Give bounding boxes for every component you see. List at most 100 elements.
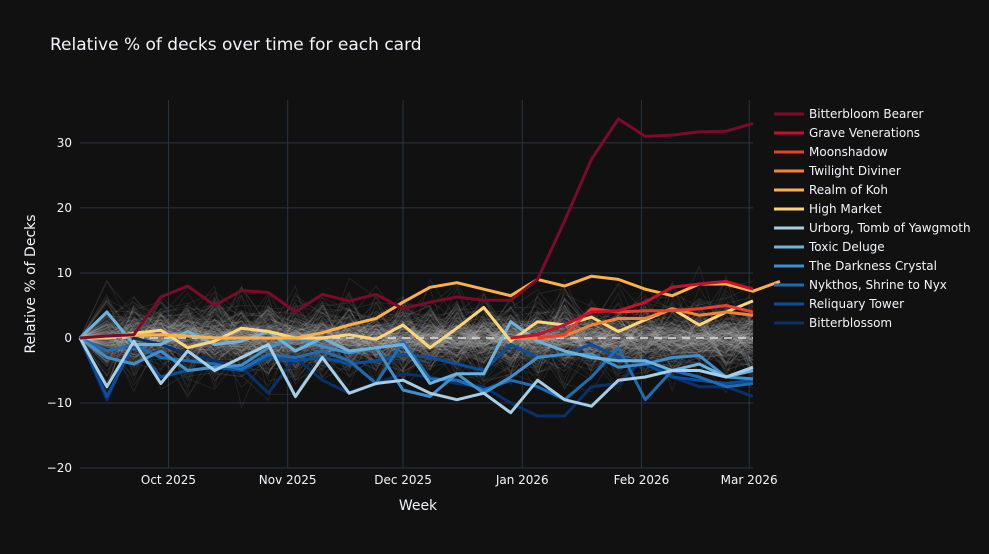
- background-card-line: [79, 305, 754, 373]
- background-card-line: [79, 315, 754, 363]
- legend-item[interactable]: Toxic Deluge: [774, 240, 885, 254]
- background-card-line: [79, 330, 754, 350]
- y-tick-label: −20: [47, 461, 72, 475]
- y-tick-label: 10: [57, 266, 72, 280]
- legend-label: Moonshadow: [809, 145, 888, 159]
- background-card-line: [79, 297, 754, 394]
- background-card-line: [79, 292, 754, 390]
- background-card-line: [79, 287, 754, 378]
- background-card-line: [79, 332, 754, 349]
- background-card-line: [79, 324, 754, 349]
- legend: Bitterbloom Bearer Grave Venerations Moons…: [774, 107, 971, 330]
- legend-item[interactable]: Bitterbloom Bearer: [774, 107, 923, 121]
- background-card-line: [79, 314, 754, 353]
- background-card-line: [79, 265, 754, 410]
- legend-label: Bitterbloom Bearer: [809, 107, 923, 121]
- y-tick-label: −10: [47, 396, 72, 410]
- x-axis-ticks: Oct 2025 Nov 2025 Dec 2025 Jan 2026 Feb 2026…: [141, 473, 778, 487]
- background-card-line: [79, 320, 754, 374]
- legend-item[interactable]: Twilight Diviner: [774, 164, 901, 178]
- background-card-line: [79, 308, 754, 357]
- series-line-moonshadow: [537, 304, 754, 340]
- grid-lines: [80, 100, 753, 469]
- background-card-line: [79, 298, 754, 372]
- legend-label: Grave Venerations: [809, 126, 920, 140]
- legend-label: Realm of Koh: [809, 183, 888, 197]
- series-lines: [78, 117, 781, 418]
- background-card-line: [79, 289, 754, 372]
- chart-title: Relative % of decks over time for each c…: [50, 35, 422, 55]
- legend-label: The Darkness Crystal: [808, 259, 937, 273]
- background-card-line: [79, 318, 754, 356]
- background-card-line: [79, 310, 754, 372]
- y-tick-label: 20: [57, 201, 72, 215]
- background-card-line: [79, 304, 754, 376]
- background-card-line: [79, 301, 754, 362]
- legend-item[interactable]: Bitterblossom: [774, 316, 892, 330]
- legend-label: Toxic Deluge: [808, 240, 885, 254]
- background-card-line: [79, 319, 754, 359]
- background-card-line: [79, 303, 754, 370]
- background-card-line: [79, 290, 754, 383]
- background-card-line: [79, 316, 754, 367]
- x-tick-label: Oct 2025: [141, 473, 196, 487]
- background-card-line: [79, 308, 754, 384]
- legend-item[interactable]: Realm of Koh: [774, 183, 888, 197]
- background-card-line: [79, 305, 754, 366]
- background-card-line: [79, 315, 754, 360]
- background-card-line: [79, 308, 754, 368]
- background-card-line: [79, 307, 754, 364]
- series-line-urborg-tomb-of-yawgmoth: [78, 337, 754, 415]
- background-card-line: [79, 310, 754, 373]
- y-axis-label: Relative % of Decks: [23, 214, 39, 353]
- legend-label: Urborg, Tomb of Yawgmoth: [809, 221, 971, 235]
- legend-item[interactable]: Nykthos, Shrine to Nyx: [774, 278, 947, 292]
- series-line-the-darkness-crystal: [79, 336, 754, 398]
- legend-item[interactable]: Grave Venerations: [774, 126, 920, 140]
- background-card-line: [79, 301, 754, 375]
- background-card-line: [79, 285, 754, 365]
- x-tick-label: Mar 2026: [721, 473, 778, 487]
- background-card-line: [79, 308, 754, 381]
- background-card-line: [79, 323, 754, 361]
- background-card-line: [79, 309, 754, 367]
- legend-label: High Market: [809, 202, 882, 216]
- legend-item[interactable]: High Market: [774, 202, 882, 216]
- background-card-line: [79, 292, 754, 375]
- x-tick-label: Feb 2026: [614, 473, 670, 487]
- background-card-line: [79, 304, 754, 359]
- x-tick-label: Dec 2025: [374, 473, 432, 487]
- background-card-line: [79, 309, 754, 373]
- background-card-line: [79, 295, 754, 367]
- background-card-line: [79, 326, 754, 361]
- background-card-line: [79, 293, 754, 377]
- background-card-line: [79, 325, 754, 349]
- background-card-line: [79, 322, 754, 358]
- background-card-line: [79, 320, 754, 354]
- background-card-line: [79, 291, 754, 378]
- legend-item[interactable]: The Darkness Crystal: [774, 259, 937, 273]
- background-card-line: [79, 312, 754, 366]
- background-card-line: [79, 319, 754, 359]
- background-card-line: [79, 309, 754, 367]
- y-tick-label: 30: [57, 136, 72, 150]
- legend-item[interactable]: Urborg, Tomb of Yawgmoth: [774, 221, 971, 235]
- background-card-line: [79, 324, 754, 361]
- background-card-line: [79, 302, 754, 385]
- background-card-line: [79, 287, 754, 373]
- background-card-line: [79, 324, 754, 352]
- legend-item[interactable]: Moonshadow: [774, 145, 888, 159]
- background-card-line: [79, 326, 754, 346]
- background-card-line: [79, 298, 754, 378]
- background-card-line: [79, 297, 754, 381]
- series-line-high-market: [80, 299, 754, 350]
- legend-item[interactable]: Reliquary Tower: [774, 297, 904, 311]
- background-card-line: [79, 296, 754, 383]
- legend-label: Reliquary Tower: [809, 297, 904, 311]
- background-card-line: [79, 325, 754, 351]
- background-card-line: [79, 294, 754, 378]
- background-card-line: [79, 300, 754, 394]
- series-line-nykthos-shrine-to-nyx: [79, 336, 754, 402]
